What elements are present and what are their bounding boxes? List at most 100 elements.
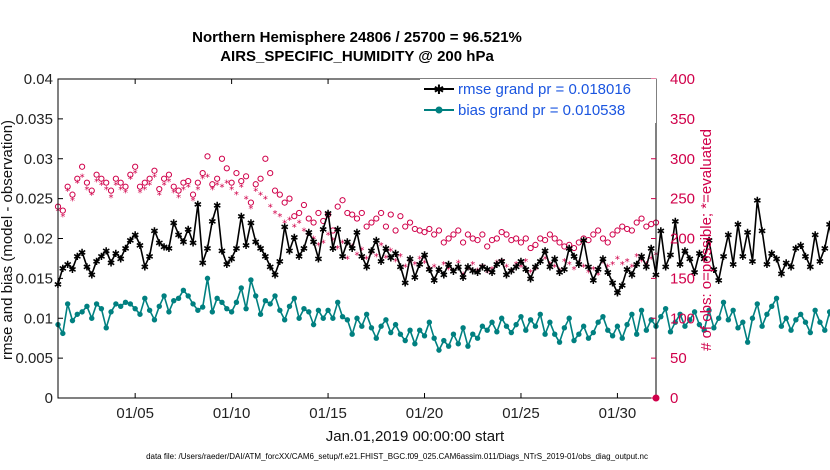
rmse-point: ✱ [763,260,771,271]
x-tick-label: 01/10 [213,405,251,422]
possible-obs-point [503,231,510,238]
bias-point [325,307,331,313]
evaluated-obs-point: * [485,268,490,279]
bias-point [609,333,616,339]
possible-obs-point [315,209,322,217]
possible-obs-point [141,179,148,186]
y2-tick-label: 200 [670,231,695,248]
rmse-point: ✱ [150,227,158,238]
bias-point [291,295,298,302]
possible-obs-point [88,187,95,194]
rmse-point: ✱ [589,276,597,287]
bias-point [69,317,76,324]
bias-point [228,309,235,315]
bias-point [484,327,490,333]
evaluated-obs-point: * [234,190,239,201]
evaluated-obs-point: * [292,223,297,234]
bias-point [421,333,428,339]
rmse-point: ✱ [189,238,197,249]
rmse-point: ✱ [194,200,202,211]
rmse-point: ✱ [324,209,332,220]
rmse-point: ✱ [372,236,380,247]
possible-obs-point [276,191,283,198]
bias-point [142,295,148,302]
rmse-point: ✱ [575,260,583,271]
rmse-point: ✱ [353,228,361,239]
possible-obs-point [590,231,597,238]
bias-point [175,295,182,302]
rmse-point: ✱ [806,262,814,273]
rmse-point: ✱ [710,265,718,276]
evaluated-obs-point: * [432,262,437,273]
bias-point [687,317,693,323]
rmse-point: ✱ [131,231,139,242]
bias-point [74,311,80,317]
rmse-point: ✱ [252,238,260,249]
evaluated-obs-point: * [162,180,167,191]
rmse-point: ✱ [116,254,124,265]
evaluated-obs-point: * [306,231,311,242]
evaluated-obs-point: * [625,257,630,268]
bias-point [431,335,437,341]
bias-point [315,307,322,313]
possible-obs-point [310,219,317,226]
possible-obs-point [493,235,500,242]
evaluated-obs-point: * [171,188,176,199]
rmse-point: ✱ [594,265,602,276]
bias-point [590,329,597,336]
possible-obs-point [112,175,119,182]
evaluated-obs-point: * [277,212,282,223]
rmse-point: ✱ [88,270,96,281]
bias-point [301,305,307,312]
bias-point [262,298,269,304]
legend-bias-marker [435,106,443,114]
rmse-point: ✱ [179,238,187,249]
evaluated-obs-point: * [99,180,104,191]
evaluated-obs-point: * [176,193,181,204]
rmse-bias-series: ✱✱✱✱✱✱✱✱✱✱✱✱✱✱✱✱✱✱✱✱✱✱✱✱✱✱✱✱✱✱✱✱✱✱✱✱✱✱✱✱… [54,196,830,353]
y-tick-label: 0.015 [15,270,53,287]
possible-obs-point [363,223,370,230]
rmse-point: ✱ [218,246,226,257]
evaluated-obs-point: * [215,180,220,191]
evaluated-obs-point: * [605,262,610,273]
evaluated-obs-point: * [480,262,485,273]
y-tick-label: 0.01 [24,310,53,327]
evaluated-obs-point: * [581,262,586,273]
possible-obs-point [199,170,206,177]
rmse-point: ✱ [748,257,756,268]
bias-point [209,309,216,315]
possible-obs-point [421,229,428,236]
evaluated-obs-point: * [629,262,634,273]
rmse-point: ✱ [714,276,722,287]
rmse-point: ✱ [170,219,178,230]
bias-point [725,317,732,323]
rmse-point: ✱ [546,262,554,273]
bias-point [817,319,823,325]
bias-point [180,287,187,294]
evaluated-obs-point: * [398,252,403,263]
evaluated-obs-point: * [142,185,147,196]
evaluated-obs-point: * [533,265,538,276]
rmse-point: ✱ [787,262,795,273]
evaluated-obs-point: * [186,183,191,194]
bias-point [629,311,635,317]
possible-obs-point [378,209,385,217]
bias-point [359,323,365,329]
rmse-point: ✱ [497,257,505,268]
bias-point [363,311,370,317]
y2-tick-label: 250 [670,191,695,208]
possible-obs-point [619,223,626,230]
bias-point [807,329,814,336]
bias-point [344,317,351,323]
bias-point [137,311,143,317]
possible-obs-point [604,239,611,246]
possible-obs-point [387,211,394,218]
rmse-point: ✱ [705,236,713,247]
rmse-point: ✱ [141,262,149,273]
possible-obs-point [575,239,582,246]
y2-tick-label: 100 [670,310,695,327]
bias-point [195,307,201,313]
evaluated-obs-point: * [465,265,470,276]
evaluated-obs-point: * [84,185,89,196]
